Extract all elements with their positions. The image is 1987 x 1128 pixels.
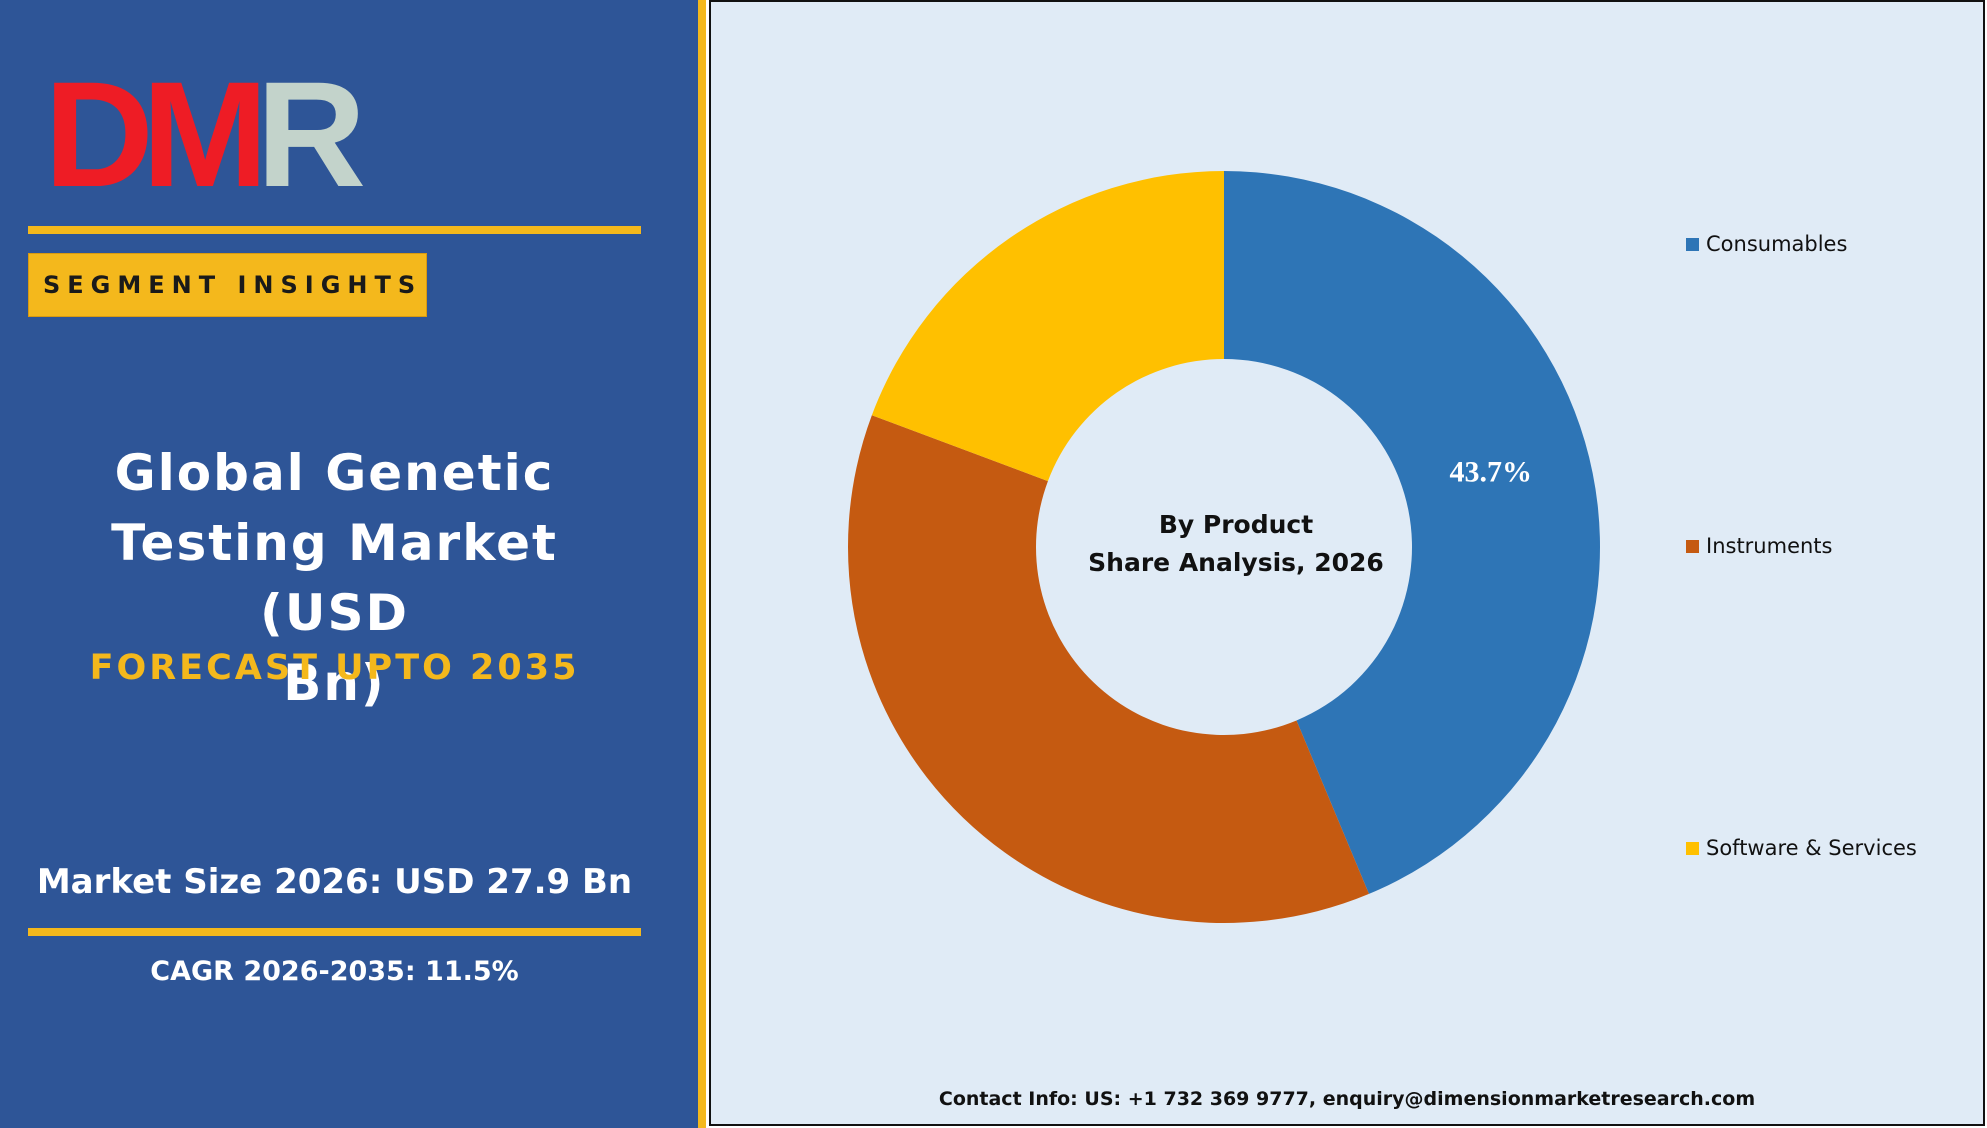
logo-text: DMR [44,68,364,204]
logo-letter: R [256,68,364,204]
legend-label: Consumables [1706,232,1848,256]
center-label-line: Share Analysis, 2026 [1088,548,1384,577]
donut-slice-consumables [1224,171,1600,894]
legend-label: Instruments [1706,534,1833,558]
logo-letter: D [44,68,148,204]
legend-item: Consumables [1686,232,1847,256]
legend-swatch [1686,841,1699,855]
top-divider [28,226,641,234]
data-label: 43.7% [1449,456,1532,489]
cagr-label: CAGR 2026-2035: 11.5% [150,956,519,987]
segment-insights-badge: SEGMENT INSIGHTS [28,253,427,317]
title-line-1: Global Genetic [114,444,555,502]
donut-slice-instruments [847,415,1369,923]
forecast-label: FORECAST UPTO 2035 [89,648,580,688]
report-title: Global Genetic Testing Market (USD Bn) [28,438,641,718]
legend-item: Instruments [1686,534,1832,558]
contact-info: Contact Info: US: +1 732 369 9777, enqui… [938,1088,1756,1110]
divider-bar [698,0,706,1128]
chart-legend: Consumables Instruments Software & Service… [1686,232,1976,862]
bottom-divider [28,928,641,936]
dmr-logo: DMR [44,68,364,204]
title-line-3: Bn) [283,654,386,712]
title-line-2: Testing Market (USD [111,514,558,642]
legend-swatch [1686,539,1699,553]
legend-item: Software & Services [1686,836,1917,860]
legend-swatch [1686,237,1699,251]
market-size: Market Size 2026: USD 27.9 Bn [36,862,633,902]
left-panel [0,0,698,1128]
center-label-line: By Product [1159,510,1313,539]
donut-slice-software-services [871,171,1224,482]
logo-letter: M [142,68,259,204]
legend-label: Software & Services [1706,836,1917,860]
